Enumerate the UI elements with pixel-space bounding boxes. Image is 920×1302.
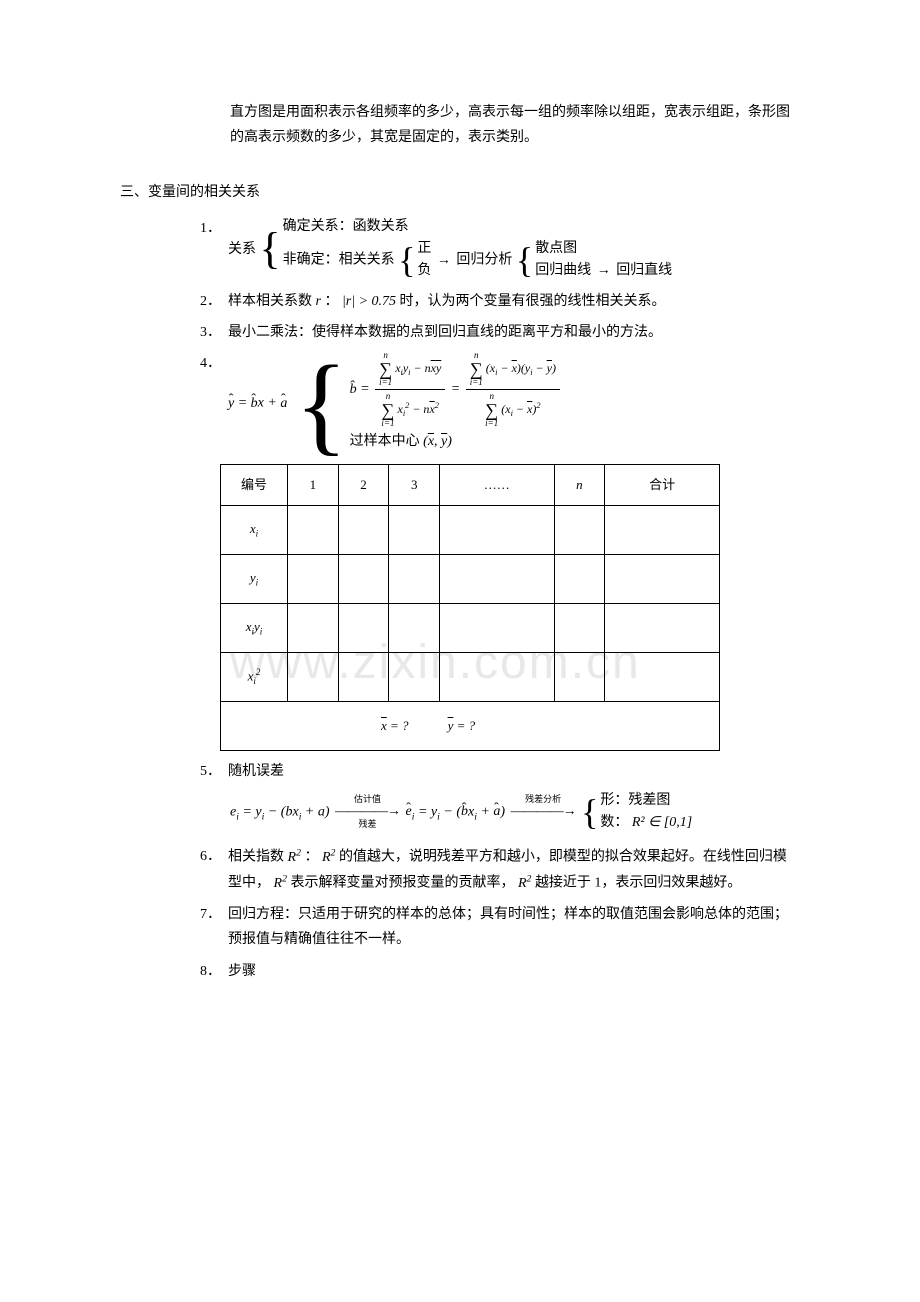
row-label: xi <box>221 505 288 554</box>
r-squared: R2 <box>322 850 335 865</box>
item-8: 8． 步骤 <box>200 959 800 984</box>
item-number: 2． <box>200 289 228 314</box>
table-row: yi <box>221 554 720 603</box>
item-4: 4． y = bx + a { b = n∑i=1 xiyi − nxy <box>200 351 800 456</box>
a-hat: a <box>280 396 287 411</box>
formula-b-hat: b = n∑i=1 xiyi − nxy n∑i=1 xi2 − nx2 = <box>350 351 562 428</box>
item-number: 6． <box>200 844 228 869</box>
page-content: 直方图是用面积表示各组频率的多少，高表示每一组的频率除以组距，宽表示组距，条形图… <box>120 100 800 984</box>
text: 越接近于 1，表示回归效果越好。 <box>535 876 742 891</box>
r-squared: R2 <box>288 850 301 865</box>
text: 回归曲线 → 回归直线 <box>535 260 672 282</box>
brace-icon: { <box>260 229 281 269</box>
row-label: xi2 <box>221 652 288 701</box>
item-body: 步骤 <box>228 959 800 984</box>
table-row: xi <box>221 505 720 554</box>
text: ： <box>304 850 318 865</box>
brace-icon: { <box>295 360 348 448</box>
item-7: 7． 回归方程：只适用于研究的样本的总体；具有时间性；样本的取值范围会影响总体的… <box>200 902 800 952</box>
intro-paragraph: 直方图是用面积表示各组频率的多少，高表示每一组的频率除以组距，宽表示组距，条形图… <box>120 100 800 150</box>
item-3: 3． 最小二乘法：使得样本数据的点到回归直线的距离平方和最小的方法。 <box>200 320 800 345</box>
text: 样本相关系数 <box>228 294 312 309</box>
row-label: xiyi <box>221 603 288 652</box>
item-body: 最小二乘法：使得样本数据的点到回归直线的距离平方和最小的方法。 <box>228 320 800 345</box>
text: 时，认为两个变量有很强的线性相关关系。 <box>400 294 666 309</box>
item-body: 相关指数 R2 ： R2 的值越大，说明残差平方和越小，即模型的拟合效果起好。在… <box>228 844 800 896</box>
text: 回归直线 <box>616 263 672 278</box>
r-squared: R2 <box>274 876 287 891</box>
formula-center: 过样本中心 (x, y) <box>350 428 562 456</box>
brace-row: 非确定：相关关系 { 正 负 → 回归分析 { <box>283 238 673 283</box>
item-body: 样本相关系数 r ： |r| > 0.75 时，认为两个变量有很强的线性相关关系… <box>228 289 800 314</box>
text: 正 <box>417 238 431 260</box>
brace-icon: { <box>581 796 598 828</box>
row-label: yi <box>221 554 288 603</box>
arrow-label: 残差分析 ————→ <box>511 795 576 830</box>
table-header: …… <box>440 465 554 505</box>
text: 散点图 <box>535 238 672 260</box>
item-number: 4． <box>200 351 228 376</box>
table-header: n <box>554 465 605 505</box>
text: 非确定：相关关系 <box>283 253 395 268</box>
text: 回归曲线 <box>535 263 591 278</box>
item-5-formula: ei = yi − (bxi + a) 估计值 ————→ 残差 ei = yi… <box>230 790 800 835</box>
table-header-row: 编号 1 2 3 …… n 合计 <box>221 465 720 505</box>
text: 残差分析 <box>511 795 576 805</box>
table-header: 合计 <box>605 465 720 505</box>
table-header: 2 <box>338 465 389 505</box>
y-hat: y <box>228 396 234 411</box>
item-number: 5． <box>200 759 228 784</box>
text: ： <box>324 294 338 309</box>
brace-row: 确定关系：函数关系 <box>283 216 673 238</box>
lead-text: 关系 <box>228 241 256 256</box>
text: 过样本中心 <box>350 434 420 449</box>
table-header: 1 <box>288 465 339 505</box>
text: 残差 <box>335 820 400 830</box>
table-row: xiyi <box>221 603 720 652</box>
item-body: y = bx + a { b = n∑i=1 xiyi − nxy n∑i=1 <box>228 351 800 456</box>
item-number: 7． <box>200 902 228 927</box>
item-body: 关系 { 确定关系：函数关系 非确定：相关关系 { 正 负 <box>228 216 800 283</box>
variable-r: r <box>316 294 321 309</box>
text: 形：残差图 <box>600 790 692 812</box>
text: 表示解释变量对预报变量的贡献率， <box>290 876 514 891</box>
item-body: 回归方程：只适用于研究的样本的总体；具有时间性；样本的取值范围会影响总体的范围；… <box>228 902 800 952</box>
table-header: 编号 <box>221 465 288 505</box>
brace-block: { 确定关系：函数关系 非确定：相关关系 { 正 负 → 回归分 <box>260 216 673 283</box>
text: R² ∈ [0,1] <box>632 815 692 830</box>
item-number: 1． <box>200 216 228 241</box>
arrow-label: 估计值 ————→ 残差 <box>335 795 400 830</box>
brace-icon: { <box>398 244 415 276</box>
text: 估计值 <box>335 795 400 805</box>
item-number: 8． <box>200 959 228 984</box>
table-header: 3 <box>389 465 440 505</box>
arrow-icon: → <box>597 263 611 278</box>
item-6: 6． 相关指数 R2 ： R2 的值越大，说明残差平方和越小，即模型的拟合效果起… <box>200 844 800 896</box>
b-hat: b <box>251 396 258 411</box>
table-row: xi2 <box>221 652 720 701</box>
r-squared: R2 <box>518 876 531 891</box>
text: 相关指数 <box>228 850 284 865</box>
arrow-icon: → <box>437 253 451 268</box>
text: 负 <box>417 260 431 282</box>
brace-icon: { <box>516 244 533 276</box>
table-mean-row: x = ? y = ? <box>221 701 720 750</box>
text: 回归分析 <box>456 253 512 268</box>
item-5: 5． 随机误差 <box>200 759 800 784</box>
section-3-title: 三、变量间的相关关系 <box>120 180 800 205</box>
item-body: 随机误差 <box>228 759 800 784</box>
item-2: 2． 样本相关系数 r ： |r| > 0.75 时，认为两个变量有很强的线性相… <box>200 289 800 314</box>
computation-table: 编号 1 2 3 …… n 合计 xi yi xiyi xi2 x = ? y … <box>220 464 720 750</box>
condition: |r| > 0.75 <box>342 294 396 309</box>
item-number: 3． <box>200 320 228 345</box>
text: 数： <box>600 815 628 830</box>
item-1: 1． 关系 { 确定关系：函数关系 非确定：相关关系 { 正 负 <box>200 216 800 283</box>
text: 数： R² ∈ [0,1] <box>600 812 692 834</box>
